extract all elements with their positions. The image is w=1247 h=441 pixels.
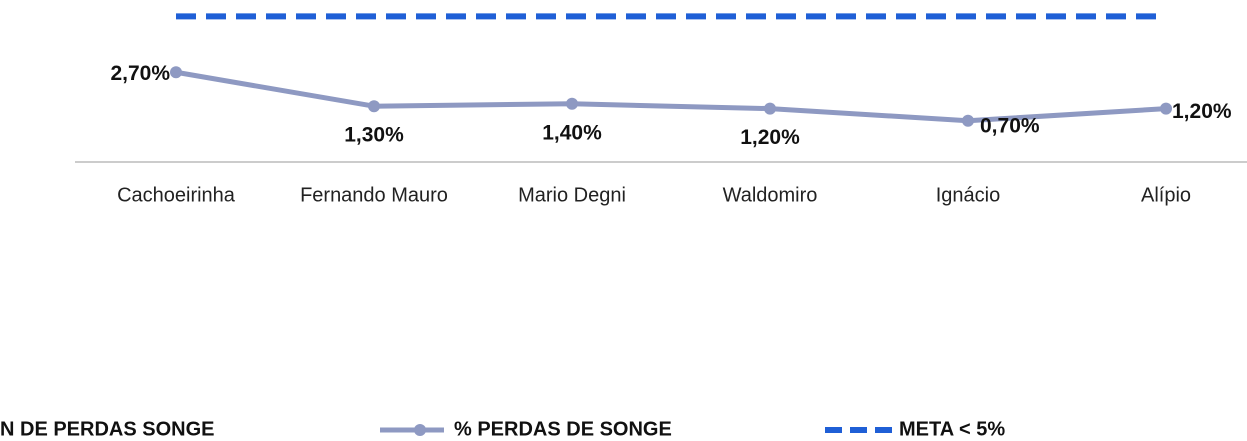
data-label: 1,20% [1172, 100, 1232, 123]
point [170, 66, 182, 79]
x-tick-label: Alípio [1141, 184, 1191, 206]
legend-label: N DE PERDAS SONGE [0, 418, 214, 440]
x-tick-label: Fernando Mauro [300, 184, 448, 206]
x-tick-label: Ignácio [936, 184, 1001, 206]
x-tick-label: Mario Degni [518, 184, 626, 206]
x-tick-label: Waldomiro [723, 184, 818, 206]
series-line [175, 69, 1167, 124]
data-label: 1,20% [740, 126, 800, 149]
data-label: 0,70% [980, 114, 1040, 137]
point [566, 97, 578, 110]
point [962, 114, 974, 127]
point [1160, 102, 1172, 115]
point [368, 100, 380, 113]
legend-label: % PERDAS DE SONGE [454, 418, 672, 440]
x-tick-label: Cachoeirinha [117, 184, 236, 206]
data-label: 1,40% [542, 121, 602, 144]
point [764, 102, 776, 115]
data-label: 2,70% [110, 62, 170, 85]
data-label: 1,30% [344, 124, 404, 147]
legend-marker [414, 424, 426, 436]
legend-label: META < 5% [899, 418, 1005, 440]
